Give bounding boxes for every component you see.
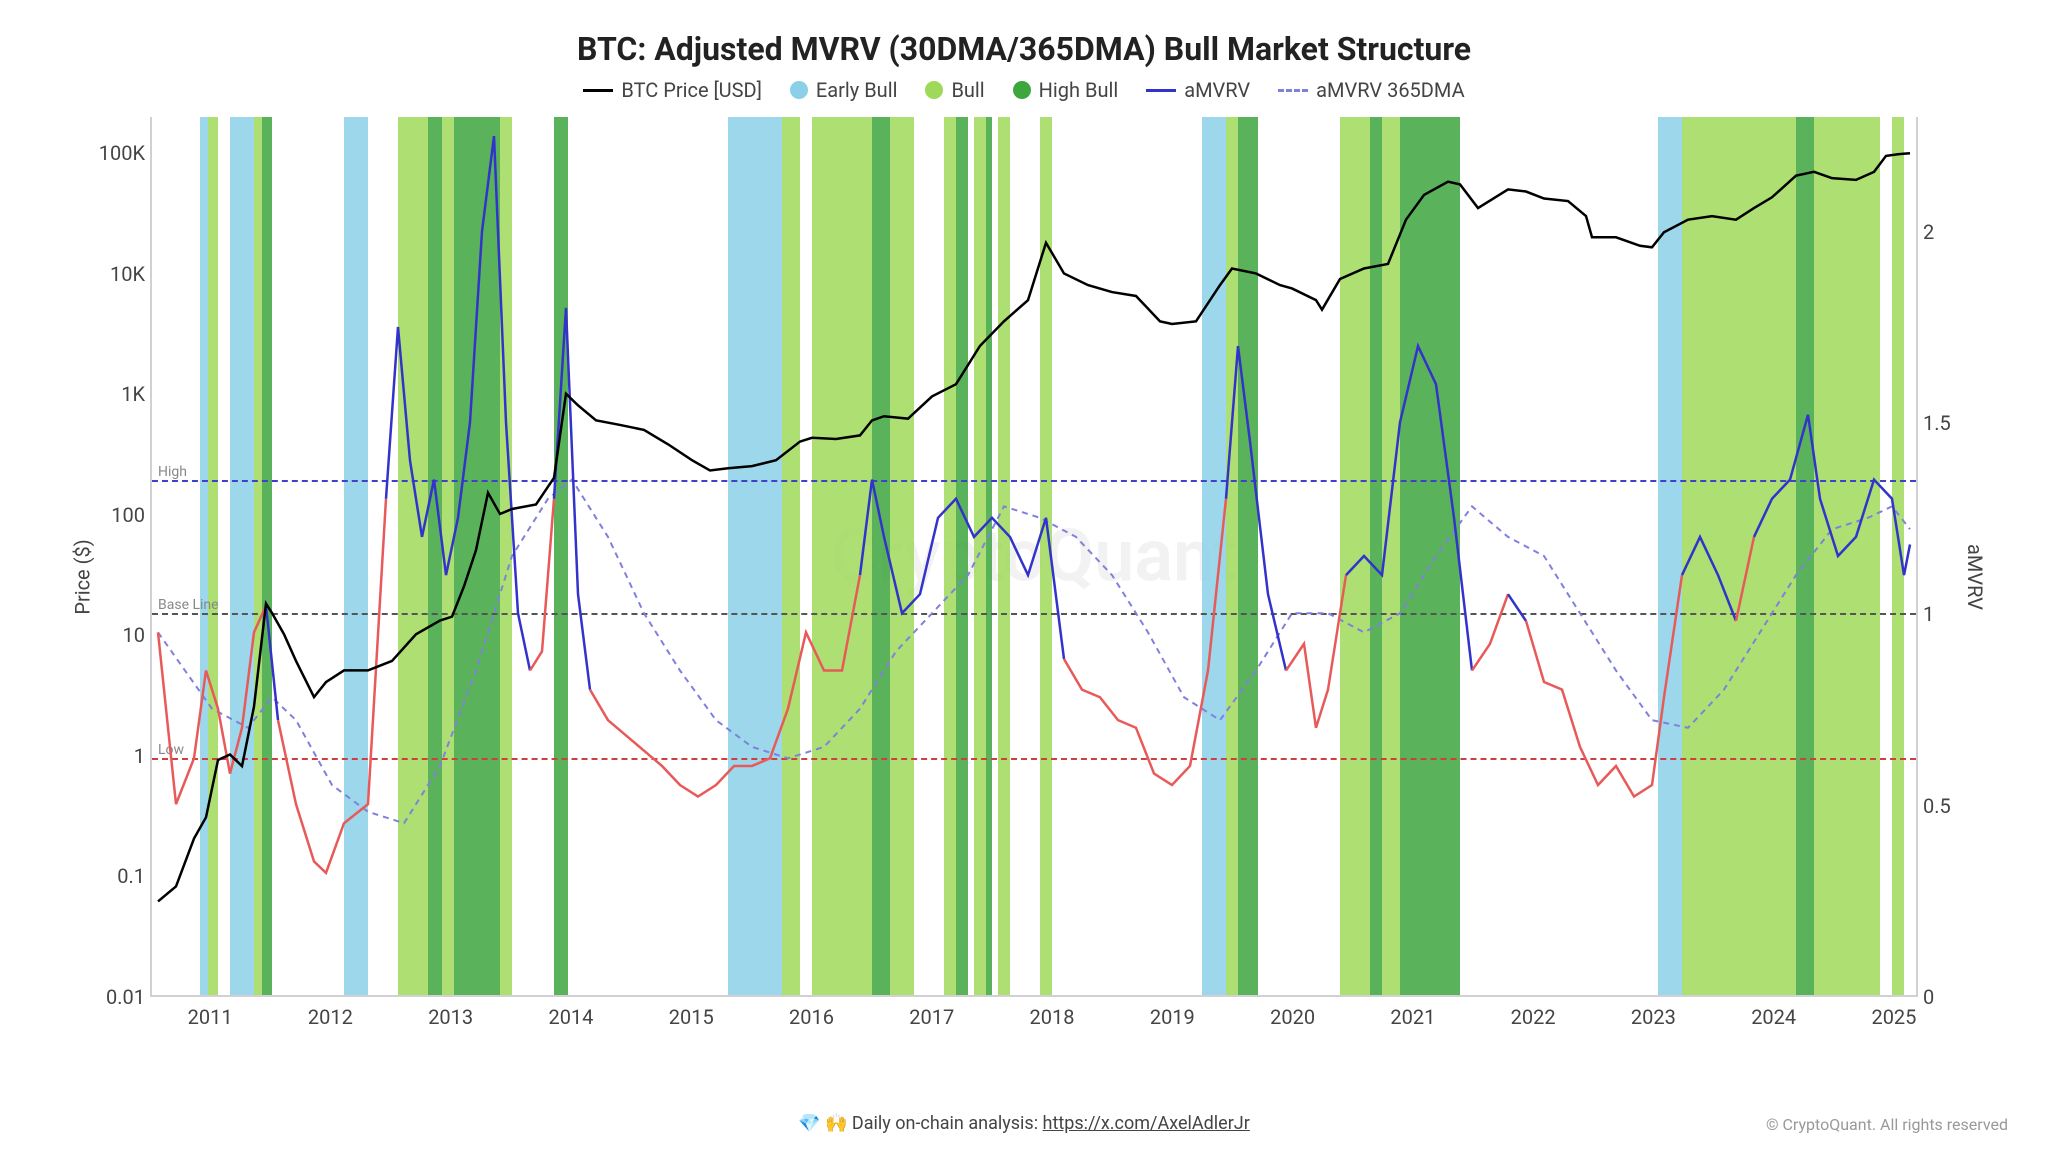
chart-lines: [152, 117, 1916, 995]
legend-label: aMVRV: [1184, 78, 1250, 102]
y-tick-left: 1K: [85, 382, 145, 406]
legend-label: Bull: [951, 78, 984, 102]
x-axis: 2011 2012 2013 2014 2015 2016 2017 2018 2019 2020…: [150, 997, 1918, 1037]
legend: BTC Price [USD] Early Bull Bull High Bul…: [40, 78, 2008, 102]
chart-plot-area: Price ($) aMVRV 0.010.11101001K10K100K 0…: [150, 117, 1918, 1037]
dashed-line-icon: [1278, 89, 1308, 92]
footer-prefix: 💎 🙌 Daily on-chain analysis:: [798, 1113, 1042, 1134]
legend-amvrv: aMVRV: [1146, 78, 1250, 102]
legend-label: Early Bull: [816, 78, 898, 102]
y-tick-right: 2: [1923, 220, 1973, 244]
footer: 💎 🙌 Daily on-chain analysis: https://x.c…: [0, 1113, 2048, 1134]
circle-icon: [1013, 81, 1031, 99]
copyright: © CryptoQuant. All rights reserved: [1766, 1115, 2008, 1134]
x-tick: 2021: [1390, 1005, 1435, 1029]
plot-inner: CryptoQuant HighBase LineLow: [150, 117, 1918, 997]
x-tick: 2013: [428, 1005, 473, 1029]
footer-link[interactable]: https://x.com/AxelAdlerJr: [1043, 1113, 1250, 1134]
legend-label: BTC Price [USD]: [621, 78, 762, 102]
y-tick-right: 0: [1923, 985, 1973, 1009]
x-tick: 2024: [1751, 1005, 1796, 1029]
y-tick-right: 1: [1923, 602, 1973, 626]
y-axis-right: 00.511.52: [1923, 117, 1973, 997]
legend-amvrv-365: aMVRV 365DMA: [1278, 78, 1464, 102]
legend-label: High Bull: [1039, 78, 1119, 102]
y-axis-left: 0.010.11101001K10K100K: [85, 117, 145, 997]
line-icon: [583, 89, 613, 92]
legend-bull: Bull: [925, 78, 984, 102]
x-tick: 2020: [1270, 1005, 1315, 1029]
line-icon: [1146, 89, 1176, 92]
circle-icon: [925, 81, 943, 99]
x-tick: 2016: [789, 1005, 834, 1029]
y-tick-left: 10K: [85, 262, 145, 286]
legend-early-bull: Early Bull: [790, 78, 898, 102]
y-tick-right: 1.5: [1923, 411, 1973, 435]
x-tick: 2011: [188, 1005, 233, 1029]
y-tick-right: 0.5: [1923, 794, 1973, 818]
x-tick: 2022: [1511, 1005, 1556, 1029]
x-tick: 2014: [548, 1005, 593, 1029]
x-tick: 2018: [1030, 1005, 1075, 1029]
circle-icon: [790, 81, 808, 99]
legend-btc-price: BTC Price [USD]: [583, 78, 762, 102]
legend-high-bull: High Bull: [1013, 78, 1119, 102]
y-tick-left: 10: [85, 623, 145, 647]
x-tick: 2025: [1871, 1005, 1916, 1029]
y-tick-left: 100: [85, 503, 145, 527]
y-tick-left: 0.01: [85, 985, 145, 1009]
y-tick-left: 1: [85, 744, 145, 768]
legend-label: aMVRV 365DMA: [1316, 78, 1464, 102]
y-tick-left: 0.1: [85, 864, 145, 888]
x-tick: 2017: [909, 1005, 954, 1029]
x-tick: 2012: [308, 1005, 353, 1029]
x-tick: 2023: [1631, 1005, 1676, 1029]
y-tick-left: 100K: [85, 141, 145, 165]
x-tick: 2015: [669, 1005, 714, 1029]
x-tick: 2019: [1150, 1005, 1195, 1029]
chart-title: BTC: Adjusted MVRV (30DMA/365DMA) Bull M…: [40, 30, 2008, 68]
